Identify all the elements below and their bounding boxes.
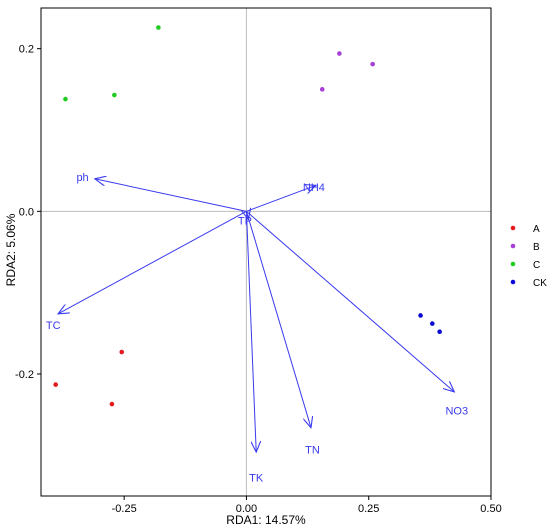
point-ck-2	[430, 321, 435, 326]
arrows-group	[58, 179, 454, 452]
point-c-3	[112, 92, 117, 98]
y-axis-label: RDA2: 5.06%	[4, 213, 18, 286]
arrow-label-ph: ph	[76, 172, 88, 184]
x-axis-label: RDA1: 14.57%	[226, 513, 306, 527]
arrow-label-tp: TP	[238, 215, 252, 227]
arrow-label-tk: TK	[249, 472, 264, 484]
arrow-label-tc: TC	[46, 320, 61, 332]
arrow-label-tn: TN	[305, 445, 320, 457]
legend-marker-ck	[510, 279, 516, 285]
point-a-1	[119, 349, 125, 355]
x-tick-label: 0.50	[480, 503, 501, 515]
point-c-1	[156, 25, 161, 30]
arrow-no3	[246, 210, 454, 392]
arrow-labels-group: ph NH4 TP TC NO3 TN TK	[46, 172, 468, 484]
reference-lines	[41, 8, 491, 496]
y-tick-label: 0.2	[19, 44, 34, 56]
y-tick-label: 0.0	[19, 206, 34, 218]
arrow-tn	[245, 211, 311, 427]
point-ck-1	[418, 313, 423, 318]
legend-label-ck: CK	[533, 278, 547, 289]
point-ck-3	[437, 329, 442, 335]
point-b-2	[370, 61, 375, 67]
point-b-1	[337, 51, 342, 56]
plot-frame	[40, 7, 492, 497]
point-a-2	[53, 382, 58, 387]
arrow-label-no3: NO3	[445, 406, 468, 418]
legend: ABC CK	[510, 224, 547, 289]
arrow-tc	[58, 210, 247, 313]
points-group	[53, 25, 442, 407]
arrow-nh4	[246, 185, 315, 212]
y-tick-label: -0.2	[15, 369, 34, 381]
point-c-2	[63, 96, 68, 102]
y-axis: -0.2 0.0 0.2	[15, 44, 41, 381]
legend-label-b: B	[533, 242, 540, 253]
x-tick-label: 0.25	[358, 503, 379, 515]
legend-marker-c	[510, 261, 516, 267]
arrow-tk	[245, 211, 256, 452]
arrow-label-nh4: NH4	[303, 182, 325, 194]
legend-marker-b	[510, 243, 516, 249]
legend-marker-a	[510, 225, 516, 231]
legend-label-a: A	[533, 224, 540, 235]
x-tick-label: -0.25	[112, 503, 137, 515]
point-a-3	[109, 401, 115, 407]
point-b-3	[319, 87, 325, 92]
x-tick-label: 0.00	[236, 503, 257, 515]
x-axis: -0.25 0.00 0.25 0.50	[112, 496, 502, 515]
arrow-ph	[95, 179, 247, 212]
legend-label-c: C	[533, 260, 540, 271]
